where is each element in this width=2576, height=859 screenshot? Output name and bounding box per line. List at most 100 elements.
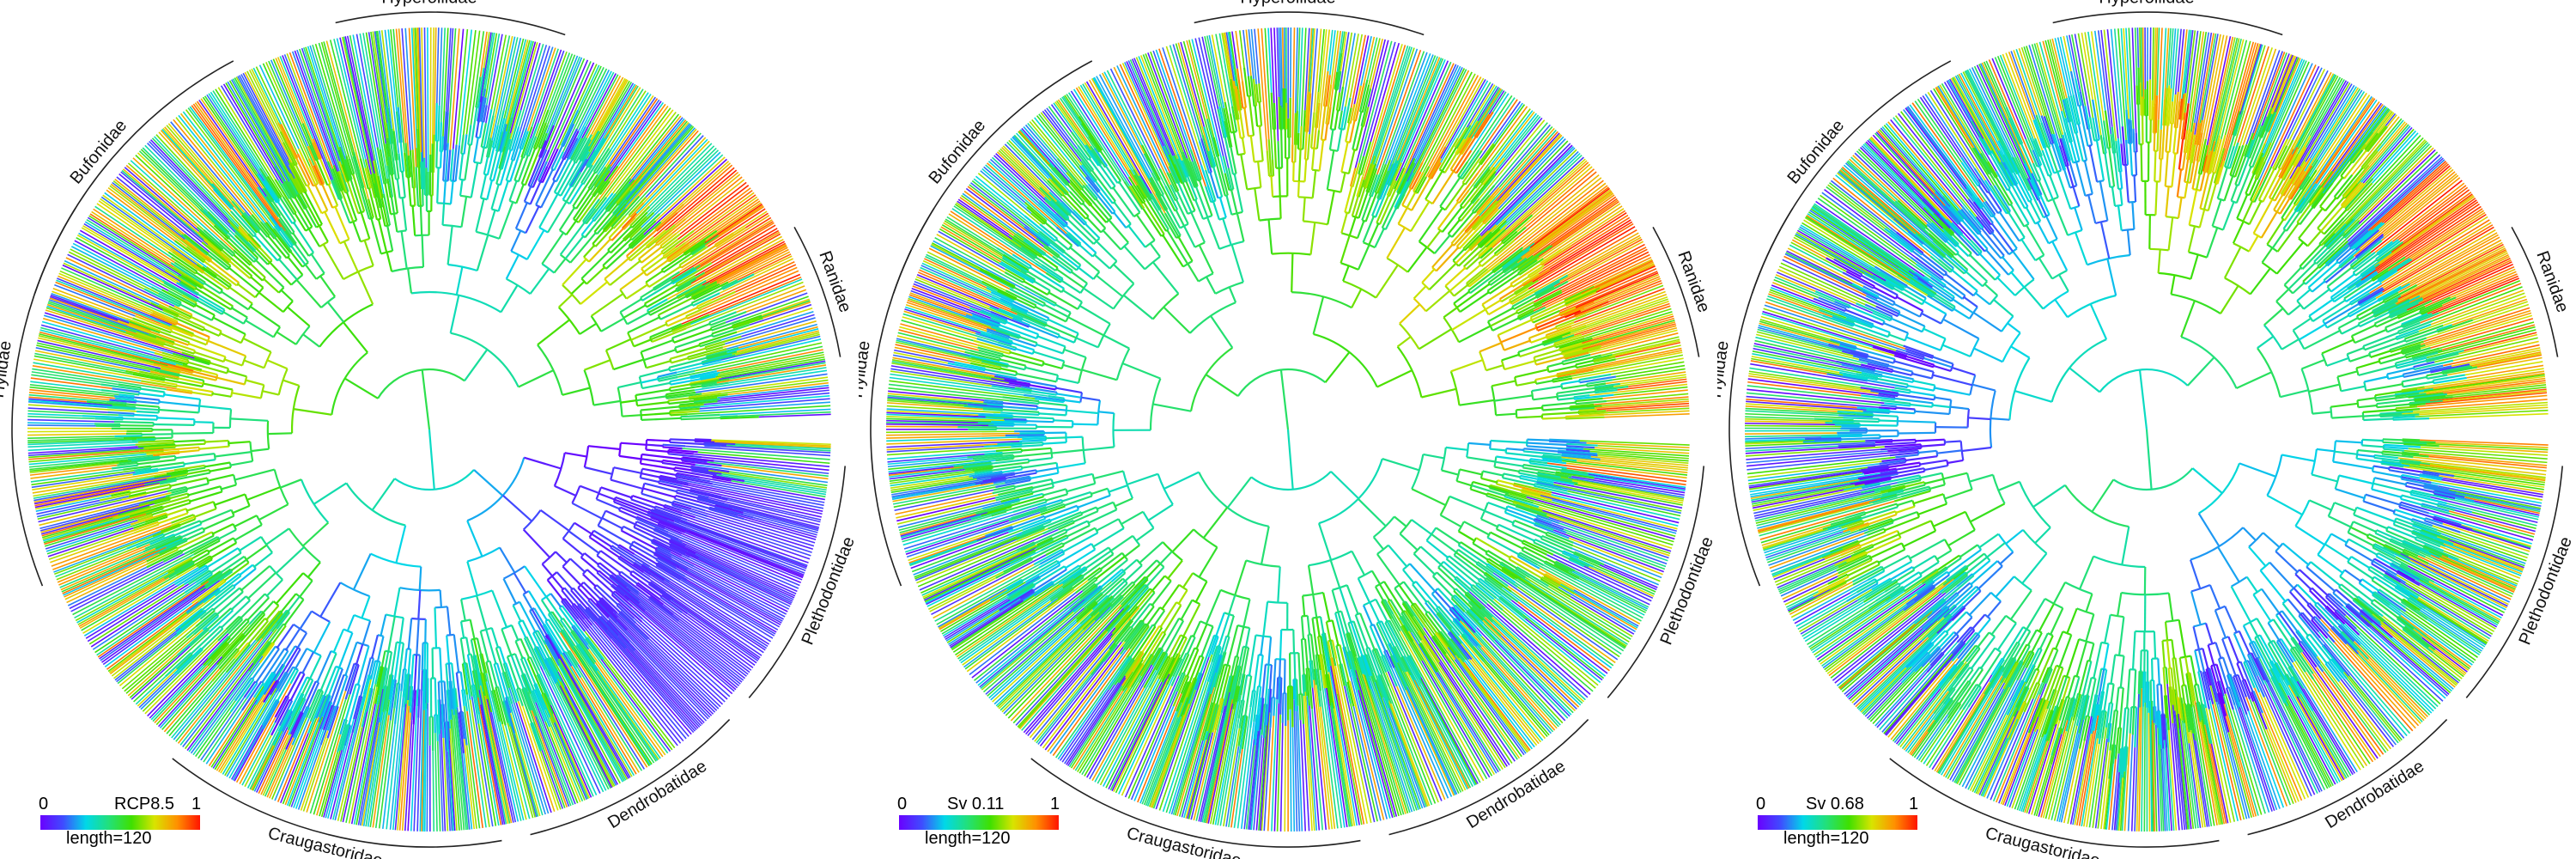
- branch: [568, 125, 586, 160]
- branch: [252, 641, 270, 664]
- branch: [671, 504, 708, 518]
- branch: [517, 621, 527, 638]
- branch: [52, 290, 127, 320]
- branch: [908, 535, 986, 564]
- branch: [539, 125, 556, 158]
- branch: [1534, 521, 1554, 532]
- branch: [362, 674, 370, 695]
- branch: [273, 664, 286, 682]
- branch: [670, 347, 706, 360]
- branch: [187, 361, 228, 375]
- branch: [1445, 653, 1521, 759]
- branch: [313, 482, 347, 505]
- branch: [386, 225, 394, 252]
- branch: [690, 490, 728, 502]
- branch: [225, 643, 251, 673]
- branch: [519, 601, 537, 633]
- branch: [668, 241, 697, 263]
- branch: [450, 719, 460, 831]
- branch: [319, 275, 336, 297]
- branch: [556, 571, 574, 590]
- branch: [380, 198, 389, 226]
- branch: [320, 701, 333, 730]
- branch: [1121, 659, 1144, 691]
- branch: [1057, 670, 1121, 760]
- branch: [611, 195, 641, 228]
- branch: [531, 48, 559, 127]
- branch: [973, 607, 1066, 681]
- branch: [682, 484, 822, 518]
- branch: [539, 751, 562, 810]
- branch: [490, 627, 499, 648]
- branch: [364, 168, 372, 189]
- branch: [30, 469, 124, 483]
- branch: [1006, 579, 1024, 590]
- branch: [319, 701, 331, 730]
- branch: [669, 383, 691, 389]
- branch: [1101, 572, 1127, 594]
- branch: [252, 67, 282, 125]
- branch: [162, 308, 179, 318]
- branch: [649, 578, 762, 656]
- branch: [1519, 469, 1538, 475]
- branch: [279, 131, 298, 166]
- branch: [1510, 600, 1608, 674]
- branch: [329, 40, 361, 159]
- branch: [682, 515, 811, 560]
- branch: [1542, 509, 1672, 552]
- branch: [1226, 624, 1239, 666]
- branch: [1577, 460, 1688, 473]
- branch: [690, 278, 803, 326]
- branch: [593, 193, 617, 222]
- branch: [331, 168, 343, 192]
- branch: [412, 27, 418, 129]
- branch: [422, 157, 426, 195]
- branch: [1312, 594, 1318, 618]
- branch: [661, 594, 689, 615]
- branch: [667, 244, 690, 261]
- branch: [894, 489, 994, 512]
- branch-arc: [545, 633, 549, 637]
- branch: [1129, 624, 1148, 649]
- branch: [338, 161, 348, 183]
- branch: [1515, 505, 1550, 519]
- branch: [544, 721, 579, 804]
- branch: [1486, 536, 1520, 556]
- branch: [228, 286, 253, 305]
- branch: [401, 197, 408, 231]
- branch: [601, 517, 623, 530]
- branch: [49, 297, 128, 326]
- branch: [1546, 514, 1670, 557]
- branch: [112, 180, 183, 235]
- branch: [266, 359, 289, 370]
- branch: [1105, 679, 1163, 789]
- branch: [736, 285, 805, 314]
- branch: [677, 478, 824, 509]
- branch: [251, 214, 270, 236]
- branch: [700, 375, 716, 381]
- branch: [454, 688, 459, 708]
- branch: [295, 157, 311, 186]
- branch: [967, 453, 1003, 459]
- branch: [1578, 577, 1646, 613]
- branch: [33, 476, 169, 503]
- branch: [315, 695, 326, 719]
- branch: [196, 271, 223, 291]
- branch: [385, 106, 392, 144]
- branch: [520, 148, 537, 185]
- branch: [361, 187, 373, 219]
- branch-arc: [1402, 563, 1411, 571]
- branch: [1304, 691, 1315, 832]
- branch-arc: [522, 509, 542, 531]
- branch: [690, 235, 720, 255]
- branch: [532, 149, 550, 188]
- branch: [74, 553, 195, 619]
- branch: [435, 714, 439, 741]
- branch: [1020, 550, 1036, 558]
- branch: [283, 645, 296, 666]
- branch: [261, 612, 283, 640]
- branch: [289, 676, 308, 711]
- branch: [173, 342, 196, 352]
- branch: [161, 365, 181, 373]
- branch: [641, 453, 683, 460]
